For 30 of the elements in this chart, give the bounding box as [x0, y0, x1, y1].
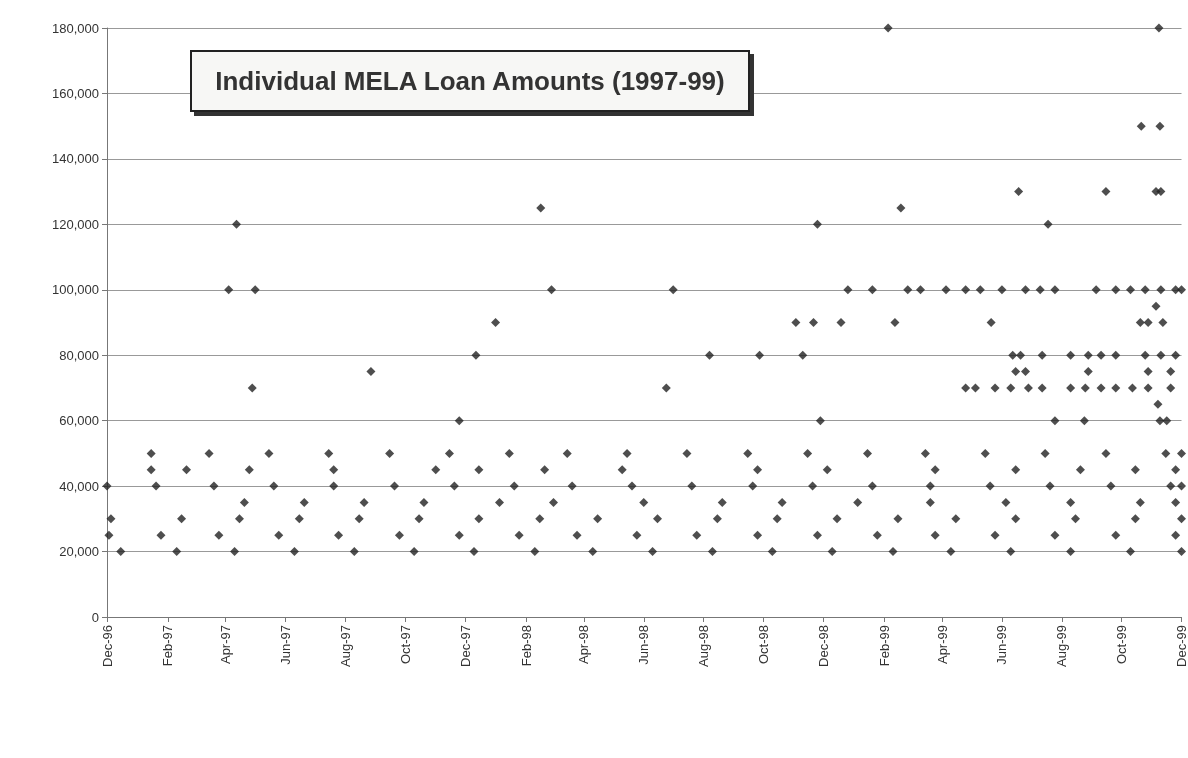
x-tick-label: Aug-97 [337, 625, 353, 667]
x-tick-label: Dec-97 [457, 625, 473, 667]
x-tick-label: Jun-99 [994, 625, 1010, 665]
x-tick-label: Oct-99 [1114, 625, 1130, 665]
x-tick-label: Feb-97 [160, 625, 176, 667]
x-tick-label: Feb-99 [876, 625, 892, 667]
x-tick-label: Apr-99 [934, 625, 950, 665]
x-tick-label: Aug-99 [1054, 625, 1070, 667]
y-tick-label: 40,000 [59, 478, 99, 494]
y-tick-label: 120,000 [52, 216, 99, 232]
x-tick-label: Feb-98 [518, 625, 534, 667]
y-tick-label: 140,000 [52, 151, 99, 167]
x-tick-label: Dec-99 [1174, 625, 1188, 667]
x-tick-label: Jun-98 [636, 625, 652, 665]
x-tick-label: Aug-98 [696, 625, 712, 667]
x-tick-label: Jun-97 [278, 625, 294, 665]
x-tick-label: Apr-97 [218, 625, 234, 665]
x-tick-label: Dec-98 [815, 625, 831, 667]
y-tick-label: 180,000 [52, 20, 99, 36]
y-tick-label: 100,000 [52, 282, 99, 298]
y-tick-label: 0 [91, 609, 99, 625]
x-tick-label: Oct-97 [397, 625, 413, 665]
x-tick-label: Oct-98 [755, 625, 771, 665]
text: Individual MELA Loan Amounts (1997-99) [190, 50, 750, 112]
x-tick-label: Dec-96 [99, 625, 115, 667]
y-tick-label: 60,000 [59, 413, 99, 429]
y-tick-label: 20,000 [59, 544, 99, 560]
x-tick-label: Apr-98 [576, 625, 592, 665]
y-tick-label: 80,000 [59, 347, 99, 363]
y-tick-label: 160,000 [52, 85, 99, 101]
